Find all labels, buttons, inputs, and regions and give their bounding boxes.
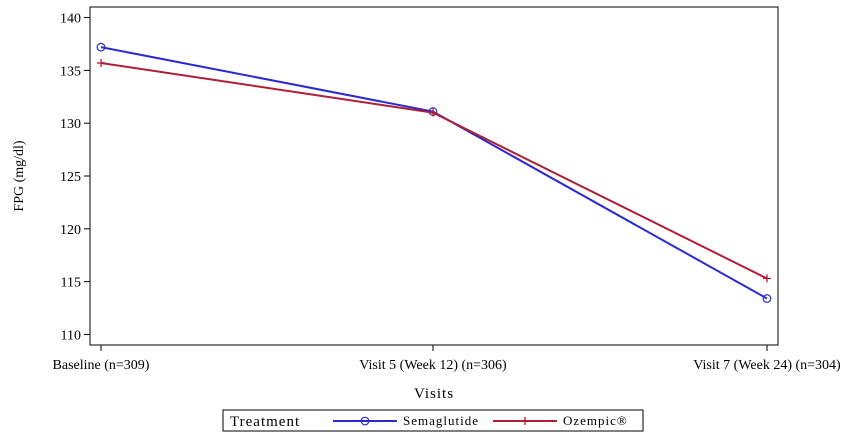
legend-item-1: Semaglutide (333, 413, 479, 428)
y-tick-label: 130 (60, 117, 81, 132)
series-2-point (429, 108, 437, 117)
series-1-point (96, 42, 106, 52)
y-tick-label: 135 (60, 64, 81, 79)
series-layer (96, 42, 772, 303)
legend-marker (360, 416, 370, 426)
series-line-1 (100, 46, 768, 300)
legend-label: Semaglutide (403, 413, 479, 428)
series-1-point (762, 294, 772, 303)
legend-item-2: Ozempic® (493, 413, 628, 428)
legend-marker (521, 417, 529, 425)
legend-items: Semaglutide Ozempic® (333, 413, 628, 428)
y-tick-label: 120 (60, 223, 81, 238)
legend-label: Ozempic® (563, 413, 628, 428)
y-axis-label: FPG (mg/dl) (12, 140, 27, 212)
series-line-2 (100, 61, 768, 280)
y-axis: 110 115 120 125 130 135 140 (60, 12, 90, 343)
x-axis: Baseline (n=309) Visit 5 (Week 12) (n=306… (53, 345, 841, 373)
x-axis-label: Visits (414, 386, 454, 402)
x-tick-label: Baseline (n=309) (53, 358, 150, 373)
y-tick-label: 115 (61, 276, 81, 291)
series-2-point (97, 58, 105, 67)
y-tick-label: 125 (60, 170, 81, 185)
x-tick-label: Visit 5 (Week 12) (n=306) (359, 358, 507, 373)
legend-box (222, 409, 644, 432)
legend: Treatment Semaglutide Ozempic® (222, 409, 644, 432)
y-tick-label: 140 (60, 12, 81, 27)
legend-title: Treatment (230, 414, 300, 430)
y-tick-label: 110 (61, 328, 81, 343)
x-tick-label: Visit 7 (Week 24) (n=304) (693, 358, 841, 373)
plot-frame (89, 6, 779, 346)
series-2-point (763, 274, 771, 283)
